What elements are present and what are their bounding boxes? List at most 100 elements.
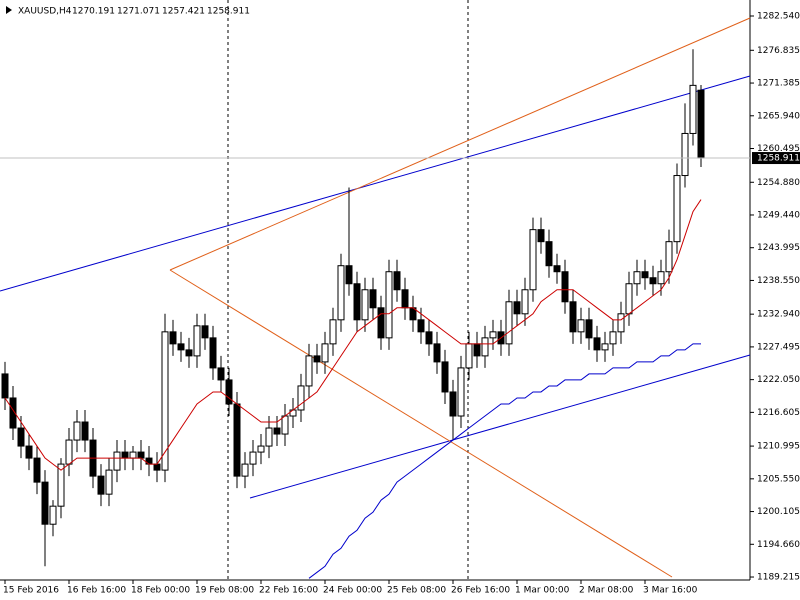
candle-body: [593, 337, 601, 351]
candle-body: [617, 313, 625, 333]
trend-line: [0, 75, 751, 292]
candle-body: [145, 457, 153, 465]
candle-body: [321, 343, 329, 363]
candle-body: [177, 343, 185, 351]
y-tick-label: 1205.550: [757, 474, 800, 484]
y-tick-label: 1232.940: [757, 310, 800, 320]
candle-body: [113, 451, 121, 471]
header-open: 1270.191: [72, 7, 115, 17]
candle-body: [25, 445, 33, 459]
y-tick-label: 1194.660: [757, 540, 800, 550]
candle-body: [433, 343, 441, 363]
candle-body: [137, 451, 145, 459]
y-tick-label: 1260.495: [757, 144, 800, 154]
candle-body: [401, 289, 409, 309]
header-low: 1257.421: [162, 7, 205, 17]
y-tick-label: 1210.995: [757, 442, 800, 452]
x-tick-label: 15 Feb 2016: [3, 586, 59, 596]
candle-body: [185, 349, 193, 357]
y-tick-label: 1222.050: [757, 375, 800, 385]
y-tick-label: 1243.995: [757, 243, 800, 253]
x-tick-label: 25 Feb 08:00: [387, 586, 446, 596]
x-tick-label: 26 Feb 16:00: [451, 586, 510, 596]
candle-body: [665, 241, 673, 273]
candle-body: [273, 427, 281, 435]
current-price-label: 1258.911: [757, 154, 800, 164]
candle-body: [305, 355, 313, 387]
candle-body: [73, 421, 81, 441]
candle-body: [481, 337, 489, 357]
candle-body: [241, 463, 249, 477]
x-tick-label: 16 Feb 16:00: [67, 586, 126, 596]
candle-body: [473, 343, 481, 357]
candle-body: [337, 265, 345, 321]
candle-body: [169, 331, 177, 345]
y-tick-label: 1200.105: [757, 507, 800, 517]
y-tick-label: 1227.495: [757, 342, 800, 352]
candle-body: [313, 355, 321, 363]
x-tick-label: 19 Feb 08:00: [195, 586, 254, 596]
moving-average: [308, 343, 701, 579]
y-tick-label: 1189.215: [757, 573, 800, 583]
candle-body: [649, 277, 657, 285]
candle-body: [537, 229, 545, 243]
candle-body: [33, 457, 41, 483]
candle-body: [161, 331, 169, 471]
candle-body: [81, 421, 89, 441]
candle-body: [281, 415, 289, 435]
current-price-box: [752, 152, 800, 165]
candle-body: [1, 373, 9, 399]
candle-body: [529, 229, 537, 291]
trend-line: [249, 354, 751, 499]
candle-body: [553, 265, 561, 273]
candle-body: [201, 325, 209, 339]
candle-body: [625, 283, 633, 315]
x-tick-label: 2 Mar 08:00: [579, 586, 634, 596]
candle-body: [57, 463, 65, 507]
y-tick-label: 1254.880: [757, 178, 800, 188]
candle-body: [385, 271, 393, 339]
candle-body: [689, 84, 697, 134]
candle-body: [393, 271, 401, 291]
candle-body: [121, 451, 129, 459]
candle-body: [369, 289, 377, 309]
candle-body: [41, 481, 49, 525]
candle-body: [449, 391, 457, 417]
x-tick-label: 3 Mar 16:00: [643, 586, 698, 596]
y-tick-label: 1282.540: [757, 11, 800, 21]
candle-body: [457, 367, 465, 417]
candle-body: [297, 385, 305, 411]
candle-body: [673, 175, 681, 243]
candle-body: [633, 271, 641, 285]
candle-body: [377, 307, 385, 339]
candle-body: [489, 331, 497, 339]
candle-body: [601, 343, 609, 351]
candle-body: [545, 241, 553, 267]
y-tick-label: 1265.940: [757, 111, 800, 121]
candle-body: [225, 379, 233, 405]
candle-body: [361, 289, 369, 321]
candle-body: [265, 427, 273, 447]
candle-body: [257, 445, 265, 453]
candle-body: [289, 409, 297, 417]
candle-body: [9, 397, 17, 429]
candle-body: [441, 361, 449, 393]
x-tick-label: 24 Feb 00:00: [323, 586, 382, 596]
candle-body: [657, 271, 665, 285]
candle-body: [585, 319, 593, 339]
y-tick-label: 1271.385: [757, 79, 800, 89]
candle-body: [49, 505, 57, 525]
candle-body: [521, 289, 529, 315]
candle-body: [209, 337, 217, 369]
trend-line: [169, 17, 751, 271]
candle-body: [465, 343, 473, 369]
candle-body: [561, 271, 569, 303]
candle-body: [97, 475, 105, 495]
candle-body: [65, 439, 73, 465]
candle-body: [353, 283, 361, 321]
candle-body: [105, 469, 113, 495]
candle-body: [609, 331, 617, 345]
x-tick-label: 1 Mar 00:00: [515, 586, 570, 596]
x-tick-label: 18 Feb 00:00: [131, 586, 190, 596]
